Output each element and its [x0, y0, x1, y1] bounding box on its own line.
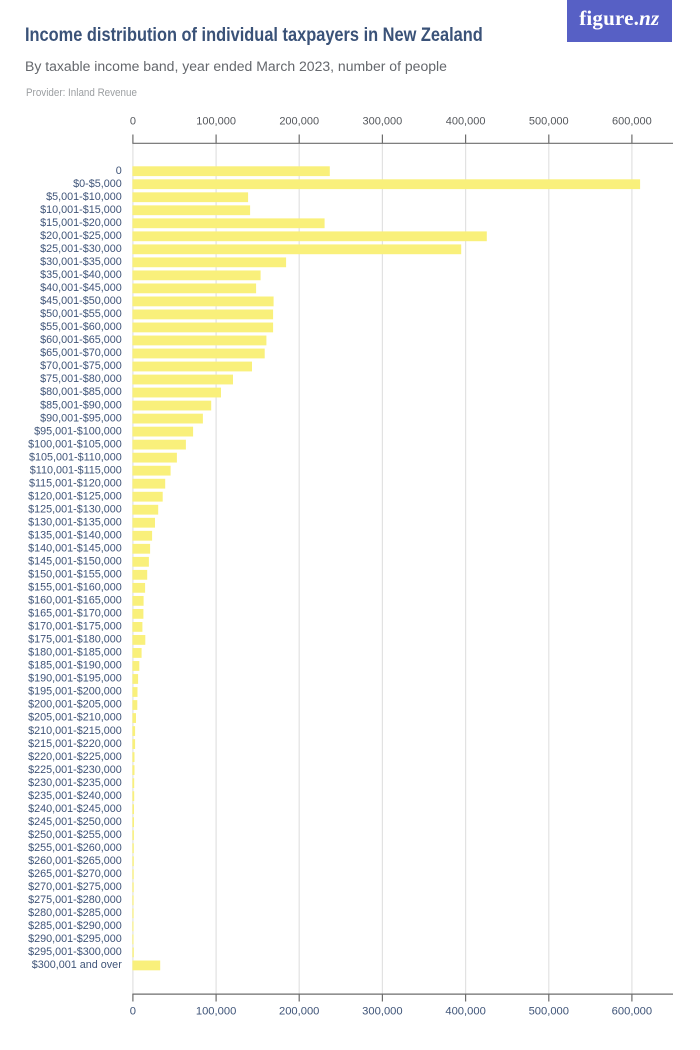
svg-text:$50,001-$55,000: $50,001-$55,000 — [40, 308, 122, 320]
svg-text:$260,001-$265,000: $260,001-$265,000 — [28, 855, 122, 867]
svg-text:$40,001-$45,000: $40,001-$45,000 — [40, 282, 122, 294]
svg-text:$45,001-$50,000: $45,001-$50,000 — [40, 295, 122, 307]
svg-text:$90,001-$95,000: $90,001-$95,000 — [40, 412, 122, 424]
svg-text:$245,001-$250,000: $245,001-$250,000 — [28, 816, 122, 828]
svg-text:500,000: 500,000 — [529, 116, 569, 128]
svg-text:$265,001-$270,000: $265,001-$270,000 — [28, 868, 122, 880]
svg-text:$15,001-$20,000: $15,001-$20,000 — [40, 217, 122, 229]
svg-text:0: 0 — [130, 116, 136, 128]
svg-text:$105,001-$110,000: $105,001-$110,000 — [29, 451, 122, 463]
svg-text:$250,001-$255,000: $250,001-$255,000 — [28, 829, 122, 841]
svg-text:500,000: 500,000 — [529, 1005, 569, 1017]
svg-text:100,000: 100,000 — [196, 116, 236, 128]
svg-text:600,000: 600,000 — [612, 116, 652, 128]
svg-text:200,000: 200,000 — [279, 1005, 319, 1017]
svg-text:$240,001-$245,000: $240,001-$245,000 — [28, 803, 122, 815]
svg-text:$60,001-$65,000: $60,001-$65,000 — [40, 334, 122, 346]
svg-text:$195,001-$200,000: $195,001-$200,000 — [28, 686, 122, 698]
svg-text:$155,001-$160,000: $155,001-$160,000 — [28, 582, 122, 594]
svg-text:$290,001-$295,000: $290,001-$295,000 — [28, 933, 122, 945]
svg-text:$270,001-$275,000: $270,001-$275,000 — [28, 881, 122, 893]
svg-text:$145,001-$150,000: $145,001-$150,000 — [28, 556, 122, 568]
svg-text:$70,001-$75,000: $70,001-$75,000 — [40, 360, 122, 372]
svg-text:$130,001-$135,000: $130,001-$135,000 — [28, 516, 122, 528]
svg-text:$65,001-$70,000: $65,001-$70,000 — [40, 347, 122, 359]
svg-text:$180,001-$185,000: $180,001-$185,000 — [28, 647, 122, 659]
svg-text:$200,001-$205,000: $200,001-$205,000 — [28, 699, 122, 711]
svg-text:$95,001-$100,000: $95,001-$100,000 — [34, 425, 122, 437]
svg-text:$0-$5,000: $0-$5,000 — [73, 178, 122, 190]
svg-text:$165,001-$170,000: $165,001-$170,000 — [28, 608, 122, 620]
svg-text:$150,001-$155,000: $150,001-$155,000 — [28, 569, 122, 581]
svg-text:0: 0 — [130, 1005, 136, 1017]
svg-text:$285,001-$290,000: $285,001-$290,000 — [28, 920, 122, 932]
svg-text:$175,001-$180,000: $175,001-$180,000 — [28, 634, 122, 646]
svg-text:$10,001-$15,000: $10,001-$15,000 — [40, 204, 122, 216]
svg-text:$300,001 and over: $300,001 and over — [32, 959, 122, 971]
svg-text:$5,001-$10,000: $5,001-$10,000 — [46, 191, 122, 203]
svg-text:$110,001-$115,000: $110,001-$115,000 — [30, 464, 122, 476]
svg-text:$275,001-$280,000: $275,001-$280,000 — [28, 894, 122, 906]
svg-text:$115,001-$120,000: $115,001-$120,000 — [29, 477, 122, 489]
svg-text:$225,001-$230,000: $225,001-$230,000 — [28, 764, 122, 776]
svg-text:$280,001-$285,000: $280,001-$285,000 — [28, 907, 122, 919]
svg-text:$35,001-$40,000: $35,001-$40,000 — [40, 269, 122, 281]
svg-text:$190,001-$195,000: $190,001-$195,000 — [28, 673, 122, 685]
svg-text:$25,001-$30,000: $25,001-$30,000 — [40, 243, 122, 255]
svg-text:$205,001-$210,000: $205,001-$210,000 — [28, 712, 122, 724]
svg-text:$20,001-$25,000: $20,001-$25,000 — [40, 230, 122, 242]
svg-text:300,000: 300,000 — [363, 116, 403, 128]
svg-text:$215,001-$220,000: $215,001-$220,000 — [28, 738, 122, 750]
svg-text:$75,001-$80,000: $75,001-$80,000 — [40, 373, 122, 385]
svg-text:$210,001-$215,000: $210,001-$215,000 — [28, 725, 122, 737]
svg-text:$295,001-$300,000: $295,001-$300,000 — [28, 946, 122, 958]
svg-text:0: 0 — [116, 165, 122, 177]
svg-text:$255,001-$260,000: $255,001-$260,000 — [28, 842, 122, 854]
svg-text:$30,001-$35,000: $30,001-$35,000 — [40, 256, 122, 268]
svg-text:$185,001-$190,000: $185,001-$190,000 — [28, 660, 122, 672]
svg-text:$85,001-$90,000: $85,001-$90,000 — [40, 399, 122, 411]
svg-text:400,000: 400,000 — [446, 116, 486, 128]
svg-text:$170,001-$175,000: $170,001-$175,000 — [28, 621, 122, 633]
svg-text:600,000: 600,000 — [612, 1005, 652, 1017]
svg-text:$235,001-$240,000: $235,001-$240,000 — [28, 790, 122, 802]
svg-text:$160,001-$165,000: $160,001-$165,000 — [28, 595, 122, 607]
svg-text:$80,001-$85,000: $80,001-$85,000 — [40, 386, 122, 398]
svg-text:200,000: 200,000 — [279, 116, 319, 128]
svg-text:400,000: 400,000 — [445, 1005, 485, 1017]
svg-text:$120,001-$125,000: $120,001-$125,000 — [28, 490, 122, 502]
svg-text:300,000: 300,000 — [362, 1005, 402, 1017]
svg-text:$230,001-$235,000: $230,001-$235,000 — [28, 777, 122, 789]
svg-text:$135,001-$140,000: $135,001-$140,000 — [28, 529, 122, 541]
svg-text:$125,001-$130,000: $125,001-$130,000 — [28, 503, 122, 515]
svg-text:$100,001-$105,000: $100,001-$105,000 — [28, 438, 122, 450]
svg-text:$220,001-$225,000: $220,001-$225,000 — [28, 751, 122, 763]
svg-text:100,000: 100,000 — [196, 1005, 236, 1017]
svg-text:$140,001-$145,000: $140,001-$145,000 — [28, 542, 122, 554]
svg-text:$55,001-$60,000: $55,001-$60,000 — [40, 321, 122, 333]
